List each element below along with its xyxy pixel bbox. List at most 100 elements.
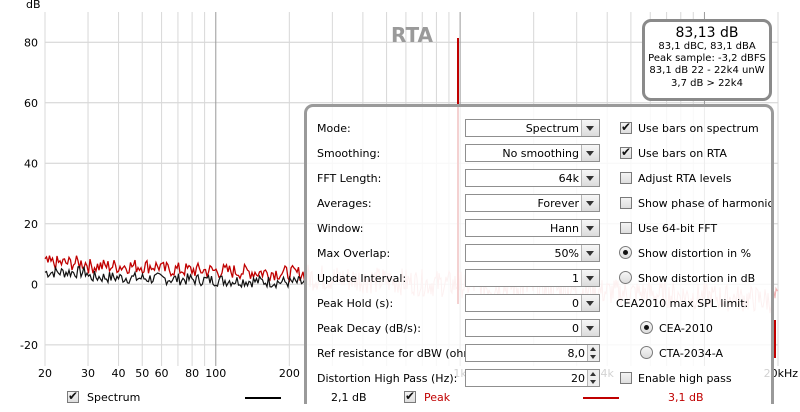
distortion-hp-label: Distortion High Pass (Hz):: [317, 372, 458, 385]
max-overlap-label: Max Overlap:: [317, 247, 391, 260]
adjust-rta-levels-label: Adjust RTA levels: [638, 172, 732, 185]
distortion-percent-radio[interactable]: [619, 246, 632, 259]
x-tick-label: 200: [279, 367, 300, 380]
max-overlap-value: 50%: [554, 247, 579, 260]
rta-settings-panel: Mode: Spectrum Smoothing: No smoothing F…: [304, 104, 774, 404]
max-overlap-select[interactable]: 50%: [465, 244, 600, 262]
stepper-down-icon[interactable]: [590, 380, 596, 384]
peak-sample: Peak sample: -3,2 dBFS: [648, 53, 766, 65]
smoothing-select[interactable]: No smoothing: [465, 144, 600, 162]
averages-label: Averages:: [317, 197, 372, 210]
cta-2034-label: CTA-2034-A: [659, 347, 724, 360]
fft-length-label: FFT Length:: [317, 172, 382, 185]
adjust-rta-levels-checkbox[interactable]: [620, 172, 632, 184]
show-phase-harmonics-label: Show phase of harmonics: [638, 197, 774, 210]
use-bars-rta-label: Use bars on RTA: [638, 147, 727, 160]
cea-2010-radio[interactable]: [640, 321, 653, 334]
level-weighted: 83,1 dBC, 83,1 dBA: [658, 41, 756, 52]
chevron-down-icon[interactable]: [581, 170, 599, 186]
y-tick-label: 60: [24, 97, 38, 110]
distortion-db-radio[interactable]: [619, 271, 632, 284]
x-tick-label: 60: [155, 367, 169, 380]
spectrum-legend-checkbox[interactable]: [67, 389, 79, 403]
update-interval-label: Update Interval:: [317, 272, 407, 285]
y-tick-label: 0: [31, 278, 38, 291]
y-tick-label: 20: [24, 218, 38, 231]
y-tick-label: 80: [24, 36, 38, 49]
stepper-up-icon[interactable]: [590, 372, 596, 376]
use-64bit-fft-label: Use 64-bit FFT: [638, 222, 718, 235]
peak-legend-label: Peak: [424, 391, 451, 404]
x-tick-label: 100: [205, 367, 226, 380]
peak-bar-hf: [773, 320, 776, 358]
distortion-hp-stepper[interactable]: 20: [465, 369, 600, 387]
spectrum-trace: [44, 265, 306, 290]
averages-select[interactable]: Forever: [465, 194, 600, 212]
chevron-down-icon[interactable]: [581, 295, 599, 311]
peak-hold-value: 0: [572, 297, 579, 310]
use-bars-rta-checkbox[interactable]: [620, 145, 632, 159]
peak-hold-label: Peak Hold (s):: [317, 297, 394, 310]
chevron-down-icon[interactable]: [581, 220, 599, 236]
cea-limit-label: CEA2010 max SPL limit:: [616, 297, 749, 310]
smoothing-value: No smoothing: [502, 147, 579, 160]
averages-value: Forever: [537, 197, 579, 210]
show-phase-harmonics-checkbox[interactable]: [620, 197, 632, 209]
window-select[interactable]: Hann: [465, 219, 600, 237]
level-readout: 83,13 dB: [675, 25, 739, 41]
update-interval-select[interactable]: 1: [465, 269, 600, 287]
peak-legend-line: [583, 397, 619, 399]
cta-2034-radio[interactable]: [640, 346, 653, 359]
use-64bit-fft-checkbox[interactable]: [620, 222, 632, 234]
ref-resistance-stepper[interactable]: 8,0: [465, 344, 600, 362]
spectrum-legend-value: 2,1 dB: [331, 391, 367, 404]
stepper-buttons[interactable]: [587, 370, 599, 386]
use-bars-spectrum-checkbox[interactable]: [620, 120, 632, 134]
peak-trace: [44, 255, 306, 283]
ref-resistance-value: 8,0: [567, 347, 586, 360]
chevron-down-icon[interactable]: [581, 320, 599, 336]
ref-resistance-label: Ref resistance for dBW (ohm):: [317, 347, 483, 360]
spectrum-legend-line: [245, 397, 281, 399]
peak-hold-select[interactable]: 0: [465, 294, 600, 312]
stepper-buttons[interactable]: [587, 345, 599, 361]
x-tick-label: 20: [38, 367, 52, 380]
y-unit-label: dB: [26, 0, 41, 11]
peak-legend-value: 3,1 dB: [668, 391, 704, 404]
stepper-down-icon[interactable]: [590, 355, 596, 359]
mode-label: Mode:: [317, 122, 351, 135]
x-tick-label: 80: [185, 367, 199, 380]
y-axis-ticks: 80 60 40 20 0 -20: [20, 36, 38, 352]
level-info-box[interactable]: 83,13 dB 83,1 dBC, 83,1 dBA Peak sample:…: [642, 19, 772, 101]
x-tick-label: 40: [112, 367, 126, 380]
distortion-db-label: Show distortion in dB: [638, 272, 756, 285]
mode-select[interactable]: Spectrum: [465, 119, 600, 137]
smoothing-label: Smoothing:: [317, 147, 381, 160]
window-value: Hann: [550, 222, 579, 235]
band-level: 83,1 dB 22 - 22k4 unW: [649, 65, 765, 77]
peak-legend-checkbox[interactable]: [404, 389, 416, 403]
x-tick-label: 30: [81, 367, 95, 380]
mode-value: Spectrum: [525, 122, 579, 135]
distortion-hp-value: 20: [571, 372, 585, 385]
fft-length-select[interactable]: 64k: [465, 169, 600, 187]
window-label: Window:: [317, 222, 364, 235]
update-interval-value: 1: [572, 272, 579, 285]
stepper-up-icon[interactable]: [590, 347, 596, 351]
x-tick-label: 50: [135, 367, 149, 380]
distortion-percent-label: Show distortion in %: [638, 247, 752, 260]
chevron-down-icon[interactable]: [581, 145, 599, 161]
peak-decay-value: 0: [572, 322, 579, 335]
fft-length-value: 64k: [558, 172, 579, 185]
chevron-down-icon[interactable]: [581, 245, 599, 261]
graph-title: RTA: [391, 23, 434, 47]
chevron-down-icon[interactable]: [581, 195, 599, 211]
cea-2010-label: CEA-2010: [659, 322, 713, 335]
peak-decay-label: Peak Decay (dB/s):: [317, 322, 421, 335]
peak-decay-select[interactable]: 0: [465, 319, 600, 337]
enable-high-pass-label: Enable high pass: [638, 372, 732, 385]
spectrum-legend-label: Spectrum: [87, 391, 141, 404]
chevron-down-icon[interactable]: [581, 270, 599, 286]
chevron-down-icon[interactable]: [581, 120, 599, 136]
enable-high-pass-checkbox[interactable]: [620, 372, 632, 384]
